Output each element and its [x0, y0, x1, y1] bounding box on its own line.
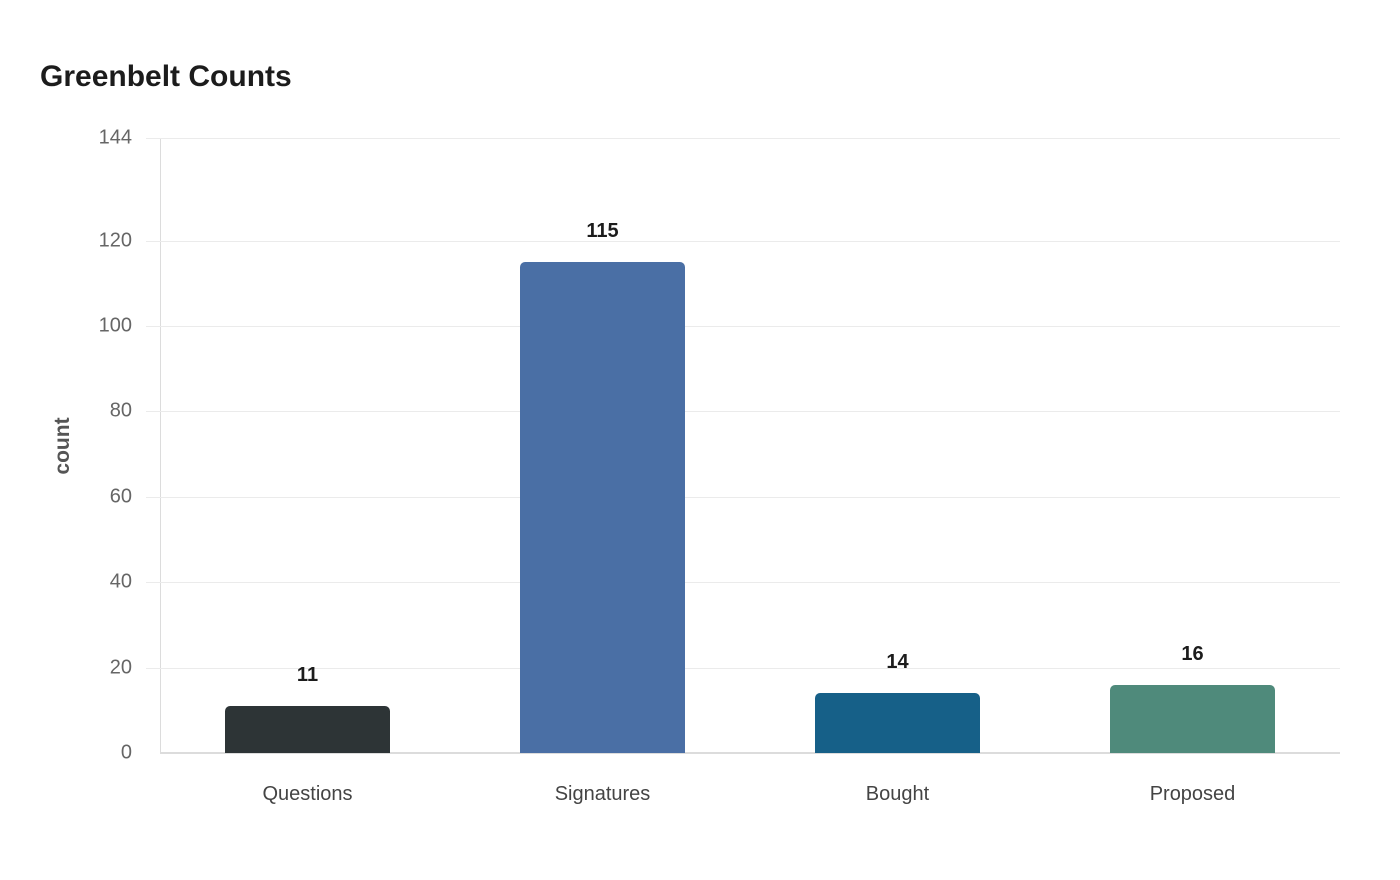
y-tick-label: 144 — [98, 126, 132, 149]
gridline — [146, 325, 1340, 327]
y-axis-line — [160, 138, 161, 753]
y-tick-label: 100 — [98, 314, 132, 337]
gridline — [146, 582, 1340, 584]
x-tick-label: Proposed — [1149, 783, 1236, 805]
bar-bought[interactable] — [815, 693, 980, 753]
gridline — [146, 667, 1340, 669]
y-tick-label: 40 — [109, 570, 132, 593]
gridline — [146, 496, 1340, 498]
x-axis-line — [160, 752, 1340, 754]
bar-proposed[interactable] — [1110, 684, 1275, 753]
gridline — [146, 411, 1340, 413]
gridline — [146, 138, 1340, 139]
gridline — [146, 240, 1340, 242]
y-tick-label: 120 — [98, 229, 132, 251]
y-tick-label: 20 — [109, 656, 132, 679]
bar-signatures[interactable] — [520, 261, 685, 753]
bar-value-label: 11 — [296, 664, 319, 687]
bar-value-label: 16 — [1181, 642, 1204, 665]
bar-value-label: 115 — [586, 219, 619, 242]
y-tick-label: 60 — [109, 485, 132, 508]
y-tick-label: 80 — [109, 399, 132, 422]
x-tick-label: Questions — [262, 783, 353, 805]
y-axis-label: count — [51, 417, 74, 475]
bar-questions[interactable] — [225, 706, 390, 753]
plot-area: 0 20 40 60 80 100 120 144 11 Questions 115 Signatur… — [99, 127, 1340, 805]
y-tick-label: 0 — [120, 741, 132, 764]
chart-title: Greenbelt Counts — [40, 60, 292, 93]
bar-value-label: 14 — [886, 651, 909, 674]
x-tick-label: Signatures — [554, 783, 651, 805]
x-tick-label: Bought — [865, 783, 930, 805]
